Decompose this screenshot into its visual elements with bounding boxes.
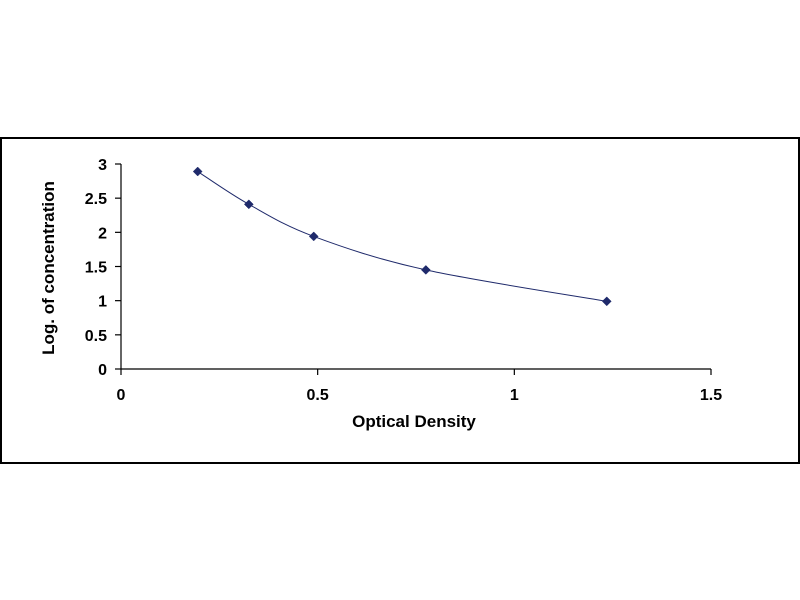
- data-points: [192, 166, 612, 307]
- x-tick-label: 1: [510, 387, 519, 404]
- data-point-diamond: [243, 199, 254, 210]
- data-point-diamond: [308, 231, 319, 242]
- y-tick-label: 2: [98, 225, 107, 242]
- x-tick-label: 1.5: [700, 387, 722, 404]
- axes: [120, 164, 711, 370]
- y-ticks: 0 0.5 1 1.5 2 2.5 3: [85, 157, 121, 379]
- x-axis-title: Optical Density: [352, 412, 476, 431]
- fitted-curve: [197, 171, 607, 302]
- data-point-diamond: [420, 265, 431, 275]
- data-point-diamond: [601, 296, 612, 307]
- x-tick-label: 0: [117, 387, 126, 404]
- x-ticks: 0 0.5 1 1.5: [117, 369, 722, 404]
- data-point-diamond: [192, 166, 203, 177]
- y-tick-label: 0.5: [85, 328, 107, 345]
- y-tick-label: 0: [98, 362, 107, 379]
- chart-frame: [0, 137, 800, 464]
- x-tick-label: 0.5: [307, 387, 329, 404]
- y-tick-label: 1.5: [85, 260, 107, 277]
- y-tick-label: 3: [98, 157, 107, 174]
- y-tick-label: 2.5: [85, 191, 107, 208]
- y-axis-title: Log. of concentration: [39, 181, 58, 355]
- y-tick-label: 1: [98, 294, 107, 311]
